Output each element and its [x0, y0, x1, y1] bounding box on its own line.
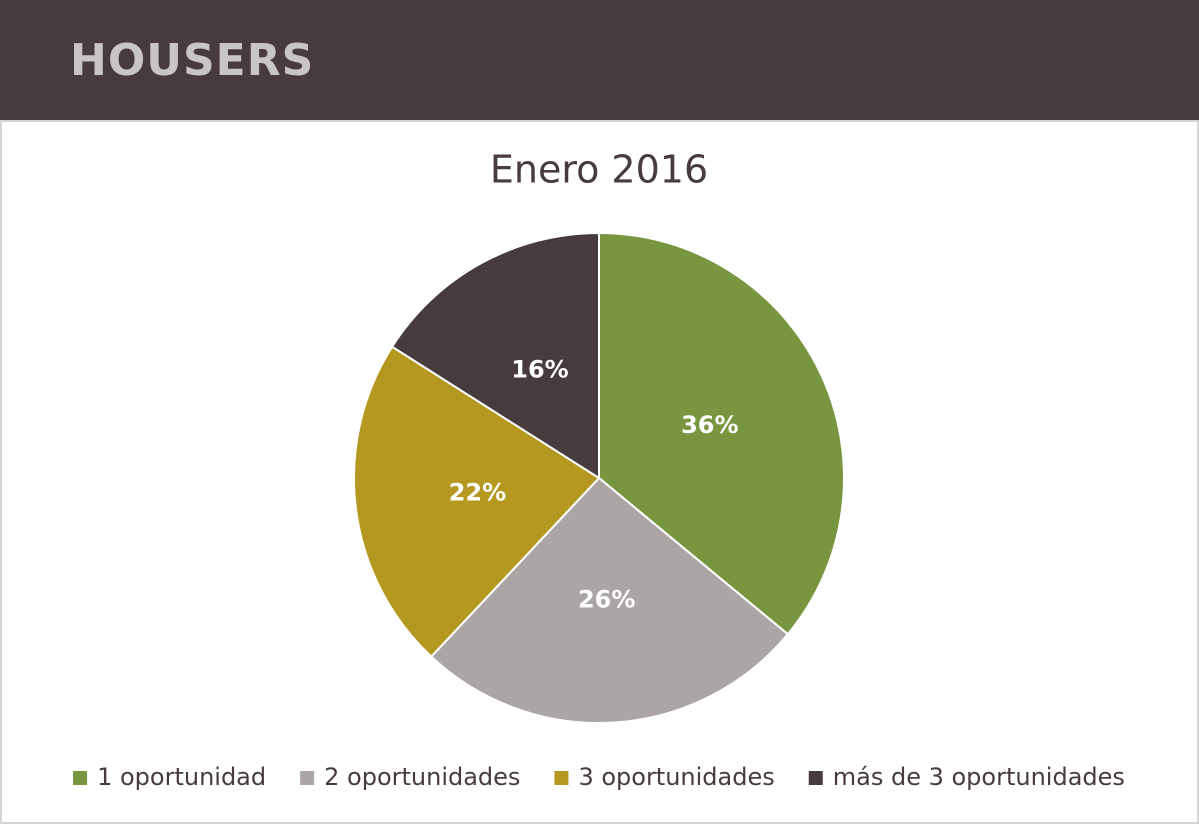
legend-swatch: [300, 771, 315, 785]
pie-slice: [598, 231, 845, 636]
header: HOUSERS: [0, 0, 1199, 120]
legend-label: 2 oportunidades: [324, 763, 520, 791]
legend-label: más de 3 oportunidades: [833, 763, 1125, 791]
pie-slice: [353, 345, 601, 659]
pie-slice: [429, 476, 790, 724]
data-label: 16%: [511, 356, 568, 384]
legend-swatch: [554, 771, 569, 785]
pie-slice: [390, 231, 600, 480]
chart: Enero 2016 36% 26% 22% 16% 1 oportunidad 2 op…: [0, 120, 1199, 824]
data-label: 26%: [578, 585, 635, 613]
logo: HOUSERS: [70, 35, 315, 86]
legend-swatch: [73, 771, 88, 785]
chart-title: Enero 2016: [490, 148, 708, 192]
legend-label: 3 oportunidades: [578, 763, 774, 791]
data-label: 22%: [449, 478, 506, 506]
data-label: 36%: [681, 411, 738, 439]
legend-swatch: [808, 771, 823, 785]
legend-label: 1 oportunidad: [97, 763, 266, 791]
